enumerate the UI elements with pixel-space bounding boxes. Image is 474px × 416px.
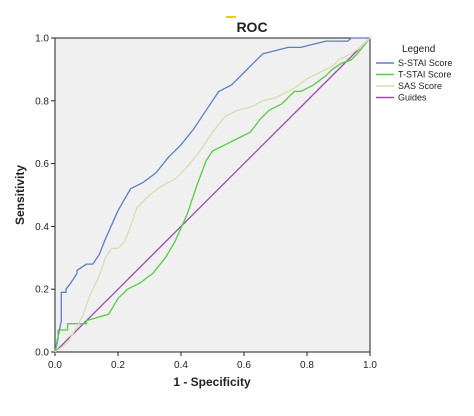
y-tick-label: 0.8 [35, 96, 49, 107]
y-tick-label: 1.0 [35, 34, 49, 45]
y-tick-label: 0.4 [35, 222, 49, 233]
x-tick-label: 0.4 [174, 360, 188, 371]
x-tick-label: 1.0 [363, 360, 377, 371]
chart-title: ROC [236, 19, 267, 35]
legend-entry: SAS Score [398, 81, 442, 91]
series-line-sas-score [54, 37, 371, 353]
x-axis-label: 1 - Specificity [173, 375, 251, 389]
x-tick-label: 0.8 [300, 360, 314, 371]
x-tick-label: 0.0 [48, 360, 62, 371]
y-tick-label: 0.2 [35, 285, 49, 296]
y-tick-label: 0.6 [35, 159, 49, 170]
legend-entry: Guides [398, 93, 427, 103]
y-axis-label: Sensitivity [13, 165, 27, 225]
axis-ticks: 0.0 0.2 0.4 0.6 0.8 1.0 0.0 0.2 0.4 0.6 0.8 1.0 [35, 34, 377, 372]
series-line-s-stai-score [54, 37, 370, 353]
x-tick-label: 0.2 [111, 360, 125, 371]
series-line-t-stai-score [54, 37, 371, 353]
legend-entry: S-STAI Score [398, 58, 452, 68]
series-line-guides [54, 37, 371, 353]
x-tick-label: 0.6 [237, 360, 251, 371]
legend-title: Legend [402, 44, 435, 55]
legend-entry: T-STAI Score [398, 70, 451, 80]
y-tick-label: 0.0 [35, 348, 49, 359]
